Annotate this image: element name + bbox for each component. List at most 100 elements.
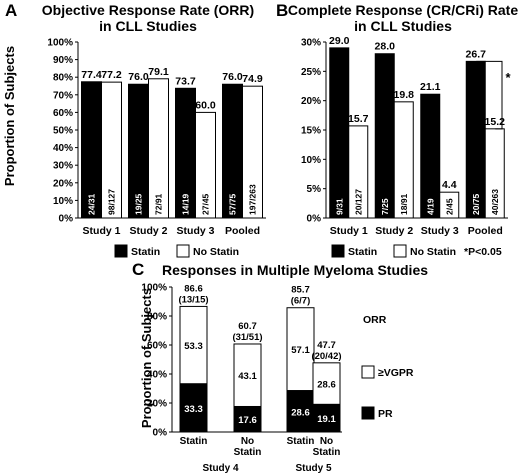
- count-label: 14/19: [181, 193, 191, 215]
- pr-segment: [312, 403, 341, 433]
- panel-c-bars: 33.3 53.3 86.6(13/15) Statin 17.6 43.1 60.7(31…: [178, 283, 341, 474]
- y-tick-label: 10%: [53, 196, 73, 207]
- count-label: 19/25: [134, 193, 144, 215]
- panel-c: C Responses in Multiple Myeloma Studies …: [132, 260, 428, 474]
- value-label: 77.4: [81, 69, 102, 81]
- y-tick-label: 0%: [307, 214, 322, 225]
- panel-c-y-axis-label: Proportion of Subjects: [139, 288, 154, 428]
- legend-statin-swatch: [331, 244, 345, 258]
- y-tick-label: 100%: [47, 38, 73, 49]
- category-label: Pooled: [225, 225, 260, 237]
- value-label: 15.2: [485, 116, 506, 128]
- panel-c-title: Responses in Multiple Myeloma Studies: [162, 262, 428, 278]
- panel-a: A Objective Response Rate (ORR) in CLL S…: [2, 1, 266, 258]
- y-tick-label: 50%: [53, 126, 73, 137]
- panel-b-title-line2: in CLL Studies: [354, 18, 452, 34]
- count-label: 98/127: [107, 189, 117, 215]
- legend-orr-label: ORR: [363, 314, 387, 326]
- vgpr-value-label: 53.3: [184, 341, 203, 352]
- orr-count-label: (6/7): [291, 296, 311, 307]
- legend-p-value-note: *P<0.05: [464, 246, 502, 258]
- pr-value-label: 33.3: [184, 404, 203, 415]
- y-tick-label: 100%: [141, 283, 167, 294]
- y-tick-label: 20%: [301, 96, 321, 107]
- category-label: Study 3: [421, 225, 459, 237]
- y-tick-label: 25%: [301, 67, 321, 78]
- group-label: Study 5: [295, 463, 332, 474]
- category-label: Study 1: [330, 225, 368, 237]
- panel-b: B Complete Response (CR/CRi) Rate in CLL…: [276, 1, 518, 258]
- count-label: 2/45: [444, 198, 454, 215]
- category-label: Pooled: [468, 225, 503, 237]
- count-label: 18/91: [399, 193, 409, 215]
- legend-vgpr-swatch: [361, 365, 375, 379]
- value-label: 26.7: [466, 48, 487, 60]
- y-tick-label: 0%: [59, 214, 74, 225]
- value-label: 28.0: [375, 41, 396, 53]
- bar-label: Statin: [287, 436, 315, 447]
- y-tick-label: 15%: [301, 126, 321, 137]
- y-tick-label: 70%: [53, 90, 73, 101]
- panel-c-legend: ORR ≥VGPR PR: [361, 314, 414, 420]
- y-tick-label: 30%: [53, 161, 73, 172]
- value-label: 77.2: [101, 69, 122, 81]
- legend-pr-label: PR: [378, 408, 393, 420]
- y-tick-label: 5%: [307, 184, 322, 195]
- y-tick-label: 10%: [301, 155, 321, 166]
- y-tick-label: 60%: [147, 341, 167, 352]
- legend-vgpr-label: ≥VGPR: [378, 367, 414, 379]
- vgpr-segment: [312, 362, 341, 405]
- category-label: Study 2: [375, 225, 413, 237]
- statin-bar: [329, 47, 350, 219]
- orr-count-label: (13/15): [178, 294, 208, 305]
- value-label: 21.1: [420, 81, 441, 93]
- y-tick-label: 80%: [147, 312, 167, 323]
- legend-no-statin-swatch: [176, 244, 190, 258]
- bar-label: Statin: [313, 447, 341, 458]
- panel-a-y-ticks: 0% 10% 20% 30% 40% 50% 60% 70% 80% 90% 100%: [47, 38, 78, 225]
- panel-b-y-ticks: 0% 5% 10% 15% 20% 25% 30%: [301, 38, 326, 225]
- y-tick-label: 80%: [53, 73, 73, 84]
- value-label: 73.7: [175, 75, 196, 87]
- value-label: 15.7: [348, 113, 369, 125]
- panel-a-bars: Study 1 77.4 24/31 77.2 98/127 Study 2 76.0 19/…: [81, 66, 263, 237]
- panel-a-title-line1: Objective Response Rate (ORR): [42, 2, 254, 18]
- category-label: Study 1: [83, 225, 121, 237]
- orr-count-label: (31/51): [232, 332, 262, 343]
- pr-value-label: 17.6: [238, 415, 257, 426]
- count-label: 20/75: [471, 193, 481, 215]
- count-label: 72/91: [154, 193, 164, 215]
- y-tick-label: 20%: [147, 399, 167, 410]
- orr-total-label: 86.6: [184, 283, 203, 294]
- panel-b-title-line1: Complete Response (CR/CRi) Rate: [288, 2, 518, 18]
- y-tick-label: 30%: [301, 38, 321, 49]
- legend-statin-label: Statin: [348, 246, 377, 258]
- count-label: 24/31: [87, 193, 97, 215]
- orr-count-label: (20/42): [311, 351, 341, 362]
- vgpr-segment: [179, 305, 208, 385]
- value-label: 19.8: [394, 89, 415, 101]
- value-label: 60.0: [195, 99, 216, 111]
- orr-total-label: 47.7: [317, 340, 336, 351]
- count-label: 7/25: [380, 198, 390, 215]
- y-tick-label: 40%: [147, 370, 167, 381]
- y-tick-label: 20%: [53, 178, 73, 189]
- value-label: 29.0: [329, 35, 350, 47]
- y-tick-label: 0%: [153, 428, 168, 439]
- category-label: Study 2: [130, 225, 168, 237]
- panel-b-significance-bracket: [476, 60, 503, 130]
- panel-b-bars: Study 1 29.0 9/31 15.7 20/127 Study 2 28.0 7/25…: [329, 35, 505, 237]
- value-label: 74.9: [242, 73, 263, 85]
- count-label: 9/31: [334, 198, 344, 215]
- value-label: 76.0: [222, 71, 243, 83]
- y-tick-label: 60%: [53, 108, 73, 119]
- legend-no-statin-label: No Statin: [193, 246, 239, 258]
- legend-no-statin-label: No Statin: [410, 246, 456, 258]
- value-label: 76.0: [128, 71, 149, 83]
- y-tick-label: 40%: [53, 143, 73, 154]
- panel-a-y-axis-label: Proportion of Subjects: [2, 46, 17, 186]
- legend-statin-swatch: [114, 244, 128, 258]
- legend-no-statin-swatch: [393, 244, 407, 258]
- bar-label: Statin: [234, 447, 262, 458]
